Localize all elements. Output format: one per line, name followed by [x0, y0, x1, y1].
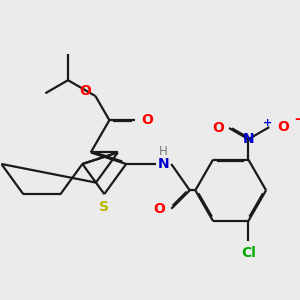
Text: H: H: [159, 145, 168, 158]
Text: N: N: [243, 132, 254, 146]
Text: O: O: [212, 121, 224, 135]
Text: O: O: [154, 202, 166, 216]
Text: O: O: [141, 113, 153, 127]
Text: N: N: [158, 157, 169, 171]
Text: S: S: [99, 200, 109, 214]
Text: +: +: [262, 118, 272, 128]
Text: O: O: [277, 120, 289, 134]
Text: Cl: Cl: [241, 246, 256, 260]
Text: -: -: [294, 112, 300, 126]
Text: O: O: [80, 84, 92, 98]
